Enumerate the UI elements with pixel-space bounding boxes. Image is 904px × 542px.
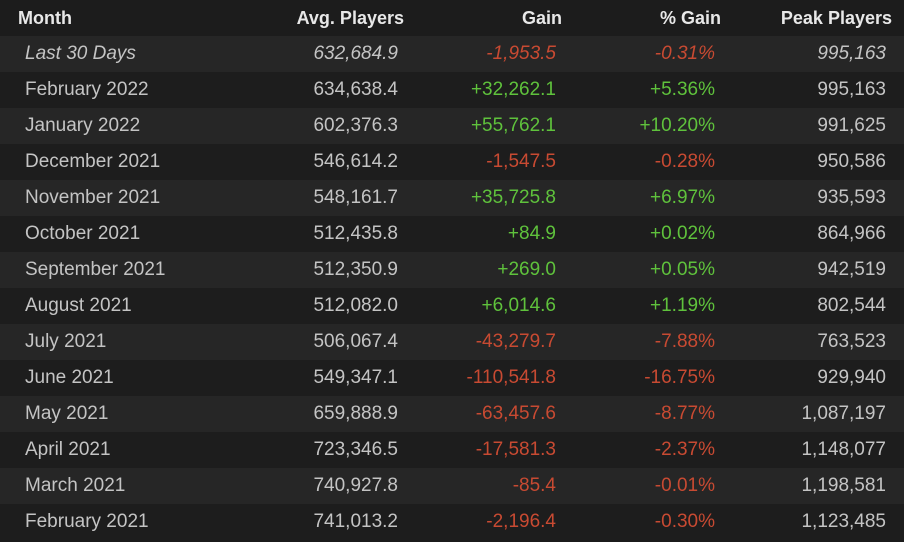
month-cell: February 2021 bbox=[25, 511, 149, 532]
peak-players-cell: 802,544 bbox=[817, 295, 886, 316]
percent-gain-cell: +0.02% bbox=[650, 223, 715, 244]
avg-players-cell: 546,614.2 bbox=[313, 151, 398, 172]
gain-cell: -110,541.8 bbox=[466, 367, 556, 388]
percent-gain-cell: -0.30% bbox=[654, 511, 715, 532]
table-row: December 2021 546,614.2 -1,547.5 -0.28% 950,… bbox=[0, 144, 904, 180]
avg-players-cell: 549,347.1 bbox=[313, 367, 398, 388]
table-row: March 2021 740,927.8 -85.4 -0.01% 1,198,581 bbox=[0, 468, 904, 504]
gain-cell: +84.9 bbox=[507, 223, 556, 244]
peak-players-cell: 929,940 bbox=[817, 367, 886, 388]
percent-gain-cell: -7.88% bbox=[654, 331, 715, 352]
gain-cell: -1,953.5 bbox=[486, 43, 556, 64]
peak-players-cell: 1,123,485 bbox=[801, 511, 886, 532]
column-header: % Gain bbox=[659, 7, 721, 28]
column-header: Peak Players bbox=[780, 7, 892, 28]
table-row: May 2021 659,888.9 -63,457.6 -8.77% 1,087,19… bbox=[0, 396, 904, 432]
percent-gain-cell: +1.19% bbox=[650, 295, 715, 316]
table-row: January 2022 602,376.3 +55,762.1 +10.20% 991… bbox=[0, 108, 904, 144]
percent-gain-cell: -0.31% bbox=[654, 43, 715, 64]
gain-cell: +269.0 bbox=[497, 259, 556, 280]
peak-players-cell: 1,198,581 bbox=[801, 475, 886, 496]
month-cell: October 2021 bbox=[25, 223, 141, 244]
avg-players-cell: 741,013.2 bbox=[313, 511, 398, 532]
peak-players-cell: 935,593 bbox=[817, 187, 886, 208]
gain-cell: -63,457.6 bbox=[475, 403, 556, 424]
table-row: July 2021 506,067.4 -43,279.7 -7.88% 763,523 bbox=[0, 324, 904, 360]
percent-gain-cell: -16.75% bbox=[644, 367, 715, 388]
table-row: June 2021 549,347.1 -110,541.8 -16.75% 929,9… bbox=[0, 360, 904, 396]
avg-players-cell: 723,346.5 bbox=[313, 439, 398, 460]
percent-gain-cell: -8.77% bbox=[654, 403, 715, 424]
avg-players-cell: 548,161.7 bbox=[313, 187, 398, 208]
gain-cell: -1,547.5 bbox=[486, 151, 556, 172]
peak-players-cell: 763,523 bbox=[817, 331, 886, 352]
peak-players-cell: 995,163 bbox=[817, 43, 886, 64]
percent-gain-cell: +6.97% bbox=[650, 187, 715, 208]
gain-cell: -17,581.3 bbox=[475, 439, 556, 460]
month-cell: September 2021 bbox=[25, 259, 166, 280]
gain-cell: +32,262.1 bbox=[470, 79, 556, 100]
table-row: February 2022 634,638.4 +32,262.1 +5.36% 995… bbox=[0, 72, 904, 108]
avg-players-cell: 512,435.8 bbox=[313, 223, 398, 244]
avg-players-cell: 506,067.4 bbox=[313, 331, 398, 352]
header-row: Month Avg. Players Gain % Gain Peak Players bbox=[0, 0, 904, 36]
peak-players-cell: 864,966 bbox=[817, 223, 886, 244]
peak-players-cell: 991,625 bbox=[817, 115, 886, 136]
avg-players-cell: 659,888.9 bbox=[313, 403, 398, 424]
percent-gain-cell: -0.01% bbox=[654, 475, 715, 496]
month-cell: June 2021 bbox=[25, 367, 114, 388]
month-cell: April 2021 bbox=[25, 439, 111, 460]
month-cell: August 2021 bbox=[25, 295, 132, 316]
percent-gain-cell: -2.37% bbox=[654, 439, 715, 460]
avg-players-cell: 634,638.4 bbox=[313, 79, 398, 100]
gain-cell: -43,279.7 bbox=[475, 331, 556, 352]
gain-cell: -85.4 bbox=[512, 475, 556, 496]
percent-gain-cell: +10.20% bbox=[639, 115, 715, 136]
gain-cell: +6,014.6 bbox=[481, 295, 557, 316]
percent-gain-cell: +5.36% bbox=[650, 79, 715, 100]
table-row: April 2021 723,346.5 -17,581.3 -2.37% 1,148,… bbox=[0, 432, 904, 468]
percent-gain-cell: -0.28% bbox=[654, 151, 715, 172]
month-cell: December 2021 bbox=[25, 151, 161, 172]
column-header: Gain bbox=[521, 7, 562, 28]
month-cell: March 2021 bbox=[25, 475, 126, 496]
avg-players-cell: 632,684.9 bbox=[313, 43, 398, 64]
avg-players-cell: 740,927.8 bbox=[313, 475, 398, 496]
month-cell: Last 30 Days bbox=[25, 43, 136, 64]
peak-players-cell: 950,586 bbox=[817, 151, 886, 172]
peak-players-cell: 942,519 bbox=[817, 259, 886, 280]
month-cell: January 2022 bbox=[25, 115, 141, 136]
table-row: November 2021 548,161.7 +35,725.8 +6.97% 935… bbox=[0, 180, 904, 216]
month-cell: July 2021 bbox=[25, 331, 107, 352]
column-header: Month bbox=[18, 7, 72, 28]
table-row: October 2021 512,435.8 +84.9 +0.02% 864,966 bbox=[0, 216, 904, 252]
month-cell: February 2022 bbox=[25, 79, 149, 100]
peak-players-cell: 995,163 bbox=[817, 79, 886, 100]
gain-cell: -2,196.4 bbox=[486, 511, 556, 532]
avg-players-cell: 512,350.9 bbox=[313, 259, 398, 280]
gain-cell: +55,762.1 bbox=[470, 115, 556, 136]
gain-cell: +35,725.8 bbox=[470, 187, 556, 208]
month-cell: May 2021 bbox=[25, 403, 109, 424]
column-header: Avg. Players bbox=[296, 7, 404, 28]
peak-players-cell: 1,148,077 bbox=[801, 439, 886, 460]
avg-players-cell: 602,376.3 bbox=[313, 115, 398, 136]
peak-players-cell: 1,087,197 bbox=[801, 403, 886, 424]
table-row: Last 30 Days 632,684.9 -1,953.5 -0.31% 995,1… bbox=[0, 36, 904, 72]
month-cell: November 2021 bbox=[25, 187, 161, 208]
avg-players-cell: 512,082.0 bbox=[313, 295, 398, 316]
percent-gain-cell: +0.05% bbox=[650, 259, 715, 280]
table-row: September 2021 512,350.9 +269.0 +0.05% 942,5… bbox=[0, 252, 904, 288]
table-row: February 2021 741,013.2 -2,196.4 -0.30% 1,12… bbox=[0, 504, 904, 540]
table-row: August 2021 512,082.0 +6,014.6 +1.19% 802,54… bbox=[0, 288, 904, 324]
